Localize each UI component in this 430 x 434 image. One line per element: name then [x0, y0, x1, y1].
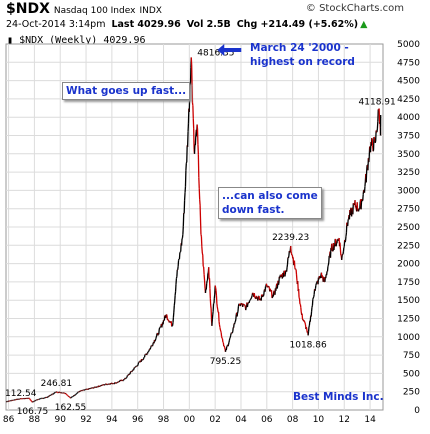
y-tick-label: 0 — [414, 406, 420, 416]
y-tick-label: 2500 — [397, 223, 420, 233]
x-tick-label: 08 — [287, 415, 299, 425]
quote-last: Last 4029.96 — [111, 19, 181, 30]
x-tick-label: 90 — [54, 415, 66, 425]
data-label: 1018.86 — [290, 340, 327, 350]
data-label: 2239.23 — [272, 233, 309, 243]
change-up-icon: ▲ — [360, 19, 368, 30]
y-tick-label: 4250 — [397, 95, 420, 105]
x-tick-label: 92 — [80, 415, 91, 425]
data-label: 112.54 — [5, 389, 37, 399]
y-tick-label: 2750 — [397, 205, 420, 215]
quote-change: Chg +214.49 (+5.62%) — [236, 19, 359, 30]
brand-label: © StockCharts.com — [305, 3, 404, 14]
y-tick-label: 3500 — [397, 150, 420, 160]
x-tick-label: 02 — [209, 415, 220, 425]
y-tick-label: 1750 — [397, 278, 420, 288]
annotation-up-fast: What goes up fast... — [62, 82, 191, 100]
y-tick-label: 250 — [403, 388, 420, 398]
chart-symbol: $NDX Nasdaq 100 Index INDX — [6, 1, 162, 17]
y-tick-label: 2250 — [397, 241, 420, 251]
quote-datetime: 24-Oct-2014 3:14pm — [6, 19, 106, 30]
x-tick-label: 10 — [313, 415, 325, 425]
symbol-text: $NDX — [6, 1, 50, 17]
annotation-down-line-1: ...can also come — [222, 190, 318, 202]
data-label: 106.75 — [17, 407, 49, 417]
x-tick-label: 06 — [261, 415, 273, 425]
y-tick-label: 2000 — [397, 260, 420, 270]
x-tick-label: 86 — [3, 415, 15, 425]
x-tick-label: 14 — [364, 415, 376, 425]
x-tick-label: 04 — [235, 415, 247, 425]
data-label: 162.55 — [55, 403, 87, 413]
data-label: 4118.91 — [359, 97, 396, 107]
legend-text: $NDX (Weekly) 4029.96 — [19, 35, 146, 46]
annotation-down-fast: ...can also come down fast. — [218, 187, 322, 219]
y-tick-label: 3750 — [397, 132, 420, 142]
y-tick-label: 4000 — [397, 113, 420, 123]
x-tick-label: 00 — [184, 415, 196, 425]
data-label: 4816.35 — [197, 48, 234, 58]
annotation-down-line-2: down fast. — [222, 204, 285, 216]
x-tick-label: 98 — [158, 415, 170, 425]
y-tick-label: 5000 — [397, 40, 420, 50]
y-tick-label: 500 — [403, 369, 420, 379]
x-tick-label: 94 — [106, 415, 118, 425]
series-swatch-icon: ▮ — [7, 35, 14, 46]
data-label: 246.81 — [41, 379, 73, 389]
x-tick-label: 12 — [339, 415, 350, 425]
y-tick-label: 1000 — [397, 333, 420, 343]
y-tick-label: 4500 — [397, 77, 420, 87]
data-label: 795.25 — [210, 357, 242, 367]
y-tick-label: 3250 — [397, 168, 420, 178]
annotation-record: March 24 '2000 - highest on record — [250, 41, 355, 69]
quote-volume: Vol 2.5B — [186, 19, 231, 30]
y-tick-label: 1250 — [397, 315, 420, 325]
annotation-record-line-2: highest on record — [250, 56, 355, 68]
x-tick-label: 88 — [29, 415, 41, 425]
index-name: Nasdaq 100 Index — [53, 6, 136, 16]
annotation-record-line-1: March 24 '2000 - — [250, 42, 349, 54]
x-tick-label: 96 — [132, 415, 144, 425]
series-legend: ▮ $NDX (Weekly) 4029.96 — [7, 35, 146, 46]
annotation-credit: Best Minds Inc. — [293, 391, 384, 403]
y-tick-label: 750 — [403, 351, 420, 361]
y-tick-label: 3000 — [397, 186, 420, 196]
y-tick-label: 4750 — [397, 58, 420, 68]
arrow-left-icon — [217, 44, 242, 56]
quote-info: 24-Oct-2014 3:14pm Last 4029.96 Vol 2.5B Ch… — [6, 19, 367, 30]
y-tick-label: 1500 — [397, 296, 420, 306]
exchange-name: INDX — [139, 6, 162, 16]
